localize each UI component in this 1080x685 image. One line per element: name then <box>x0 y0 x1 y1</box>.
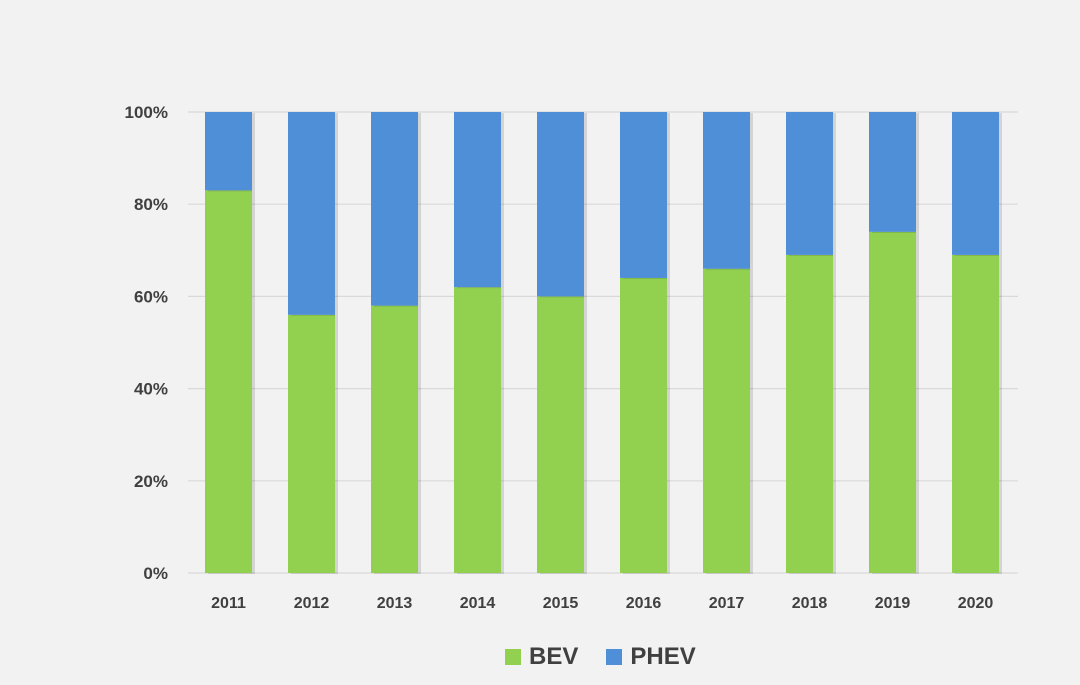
bar-phev-2012 <box>288 112 335 315</box>
legend-label-phev: PHEV <box>630 643 696 670</box>
x-tick-label: 2012 <box>294 595 330 612</box>
y-tick-label: 20% <box>134 472 168 491</box>
y-tick-label: 60% <box>134 287 168 306</box>
x-tick-label: 2020 <box>958 595 994 612</box>
legend-swatch-bev <box>505 649 521 665</box>
bar-bev-2011 <box>205 190 252 573</box>
bar-phev-2016 <box>620 112 667 278</box>
legend-item-phev: PHEV <box>606 643 696 671</box>
x-tick-label: 2017 <box>709 595 745 612</box>
bar-phev-2013 <box>371 112 418 306</box>
bar-phev-2014 <box>454 112 501 288</box>
bar-phev-2015 <box>537 112 584 297</box>
x-tick-label: 2015 <box>543 595 579 612</box>
bar-bev-2014 <box>454 287 501 573</box>
legend-item-bev: BEV <box>505 643 578 671</box>
bar-phev-2019 <box>869 112 916 232</box>
x-tick-label: 2019 <box>875 595 911 612</box>
bar-bev-2018 <box>786 254 833 573</box>
bar-phev-2017 <box>703 112 750 269</box>
bar-phev-2018 <box>786 112 833 255</box>
legend: BEV PHEV <box>505 642 696 672</box>
bar-phev-2020 <box>952 112 999 255</box>
x-tick-label: 2011 <box>211 595 246 612</box>
bar-phev-2011 <box>205 112 252 191</box>
x-tick-label: 2016 <box>626 595 662 612</box>
bar-bev-2019 <box>869 231 916 574</box>
bar-bev-2015 <box>537 296 584 573</box>
bar-bev-2016 <box>620 277 667 573</box>
y-tick-label: 0% <box>143 564 168 583</box>
y-tick-label: 100% <box>125 103 168 122</box>
y-tick-label: 40% <box>134 380 168 399</box>
bar-bev-2012 <box>288 314 335 573</box>
legend-label-bev: BEV <box>529 643 579 670</box>
x-tick-label: 2018 <box>792 595 828 612</box>
bar-bev-2020 <box>952 254 999 573</box>
y-tick-label: 80% <box>134 195 168 214</box>
bar-bev-2017 <box>703 268 750 573</box>
x-tick-label: 2013 <box>377 595 413 612</box>
bar-bev-2013 <box>371 305 418 573</box>
legend-swatch-phev <box>606 649 623 665</box>
x-tick-label: 2014 <box>460 595 496 612</box>
